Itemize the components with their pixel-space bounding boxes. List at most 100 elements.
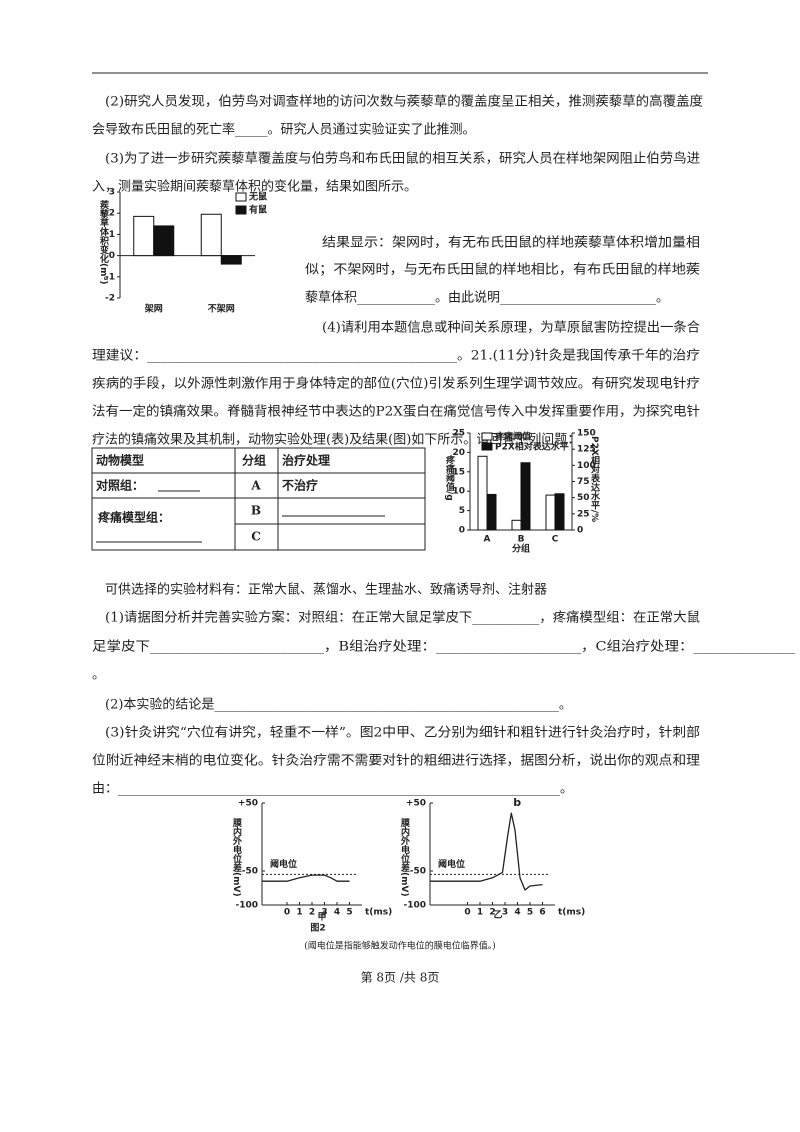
y-tick-label: 0: [459, 526, 465, 536]
panel-label: 甲: [317, 912, 326, 923]
table-cell: 疼痛模型组：: [98, 510, 170, 525]
x-tick-label: 不架网: [208, 303, 235, 315]
legend-label: 有鼠: [249, 204, 267, 216]
y-tick-label: +50: [238, 799, 258, 809]
y2-tick-label: 0: [577, 526, 583, 536]
x-tick-label: 4: [514, 908, 520, 918]
table-cell: 对照组：: [96, 478, 144, 493]
y-axis-label: 膜内外电位差(mV): [231, 817, 243, 897]
y-axis-label: 膜内外电位差(mV): [399, 817, 411, 897]
y-tick-label: +50: [406, 799, 426, 809]
bar: [220, 255, 242, 265]
text-line: 疾病的手段，以外源性刺激作用于身体特定的部位(穴位)引发系列生理学调节效应。有研…: [92, 376, 700, 392]
text-line: 由：______________________________________…: [92, 782, 573, 797]
x-axis-label: t(ms): [365, 908, 392, 918]
x-axis-label: 分组: [512, 543, 530, 555]
y2-tick-label: 125: [577, 445, 596, 455]
bar: [554, 493, 565, 531]
x-tick-label: 1: [296, 908, 302, 918]
text-line: (1)请据图分析并完善实验方案：对照组：在正常大鼠足掌皮下__________，…: [105, 610, 700, 626]
legend-swatch: [235, 192, 247, 202]
page-footer: 第 8页 /共 8页: [361, 971, 440, 985]
y2-tick-label: 75: [577, 477, 590, 487]
x-tick-label: 4: [334, 908, 340, 918]
potential-curve: [430, 812, 543, 891]
table: [91, 447, 426, 551]
y-tick-label: -2: [105, 294, 115, 304]
y-tick-label: 0: [109, 251, 115, 261]
y2-tick-label: 25: [577, 509, 590, 519]
legend-label: 疼痛阈值: [495, 431, 531, 443]
y2-axis-label: P2X相对表达水平/%: [589, 436, 601, 522]
text-line: 。: [92, 668, 105, 683]
text-line: (2)研究人员发现，伯劳鸟对调查样地的访问次数与蒺藜草的覆盖度呈正相关，推测蒺藜…: [105, 94, 703, 110]
y2-tick-label: 50: [577, 493, 590, 503]
x-tick-label: 6: [539, 908, 545, 918]
x-tick-label: 5: [527, 908, 533, 918]
legend-swatch: [481, 432, 493, 441]
y-tick-label: 5: [459, 506, 465, 516]
x-tick-label: 2: [309, 908, 315, 918]
bar: [520, 462, 531, 531]
table-header: 动物模型: [96, 453, 144, 468]
text-line: 入，测量实验期间蒺藜草体积的变化量，结果如图所示。: [92, 179, 417, 195]
table-border: [91, 447, 426, 551]
threshold-label: 阈电位: [270, 858, 297, 870]
bar: [486, 493, 497, 531]
legend-label: 无鼠: [248, 191, 267, 203]
legend-swatch: [481, 442, 493, 451]
y-tick-label: 2: [109, 209, 115, 219]
y-tick-label: 3: [109, 188, 115, 198]
table-text: 动物模型 分组 治疗处理 对照组： A 不治疗 疼痛模型组： B C: [96, 453, 330, 544]
y-tick-label: -100: [235, 901, 258, 911]
bar: [153, 225, 175, 257]
y-tick-label: 10: [452, 487, 465, 497]
table-cell: B: [251, 504, 261, 518]
legend-swatch: [235, 205, 247, 215]
text-line: (3)为了进一步研究蒺藜草覆盖度与伯劳鸟和布氏田鼠的相互关系，研究人员在样地架网…: [105, 151, 700, 167]
x-tick-label: 5: [346, 908, 352, 918]
x-axis-label: t(ms): [558, 908, 585, 918]
bar: [545, 494, 556, 531]
text-line: (3)针灸讲究“穴位有讲究，轻重不一样”。图2中甲、乙分别为细针和粗针进行针灸治…: [105, 725, 700, 741]
x-tick-label: 1: [477, 908, 483, 918]
legend-label: P2X相对表达水平: [495, 441, 569, 453]
text-line: 位附近神经末梢的电位变化。针灸治疗需不需要对针的粗细进行选择，据图分析，说出你的…: [92, 753, 700, 769]
text-line: 似；不架网时，与无布氏田鼠的样地相比，有布氏田鼠的样地蒺: [305, 262, 700, 278]
table-cell: C: [251, 530, 261, 544]
bar: [477, 455, 488, 531]
y-tick-label: -50: [242, 867, 258, 877]
table-header: 治疗处理: [282, 453, 330, 468]
x-tick-label: 0: [464, 908, 470, 918]
peak-label: b: [513, 796, 521, 809]
table-header: 分组: [242, 453, 266, 468]
y-axis-label: 蒺藜草体积变化(m³): [98, 199, 110, 285]
text-line: (4)请利用本题信息或种间关系原理，为草原鼠害防控提出一条合: [322, 320, 700, 336]
text-line: 法有一定的镇痛效果。脊髓背根神经节中表达的P2X蛋白在痛觉信号传入中发挥重要作用…: [92, 404, 700, 420]
text-lines: (2)研究人员发现，伯劳鸟对调查样地的访问次数与蒺藜草的覆盖度呈正相关，推测蒺藜…: [92, 94, 796, 797]
figure-note: (阈电位是指能够触发动作电位的膜电位临界值。): [304, 940, 496, 952]
panel-label: 乙: [493, 910, 502, 921]
y-tick-label: -50: [410, 867, 426, 877]
x-tick-label: 0: [284, 908, 290, 918]
text-line: (2)本实验的结论是______________________________…: [105, 697, 572, 713]
x-tick-label: 架网: [144, 303, 163, 315]
x-tick-label: C: [552, 535, 559, 545]
text-line: 足掌皮下________________________，B组治疗处理：____…: [92, 640, 796, 655]
x-tick-label: B: [518, 535, 525, 545]
y-tick-label: -1: [105, 272, 115, 282]
table-cell: A: [250, 479, 261, 493]
text-line: 可供选择的实验材料有：正常大鼠、蒸馏水、生理盐水、致痛诱导剂、注射器: [105, 582, 547, 598]
y-tick-label: 20: [452, 448, 465, 458]
x-tick-label: 2: [489, 908, 495, 918]
text-line: 理建议：____________________________________…: [92, 348, 700, 364]
bar: [511, 519, 522, 531]
figure-caption: 图2: [310, 923, 325, 934]
y-tick-label: 25: [452, 429, 465, 439]
x-tick-label: 3: [321, 908, 327, 918]
text-line: 会导致布氏田鼠的死亡率_____。研究人员通过实验证实了此推测。: [92, 122, 476, 138]
x-tick-label: A: [484, 535, 491, 545]
bar: [200, 213, 222, 257]
y-tick-label: 15: [452, 467, 465, 477]
